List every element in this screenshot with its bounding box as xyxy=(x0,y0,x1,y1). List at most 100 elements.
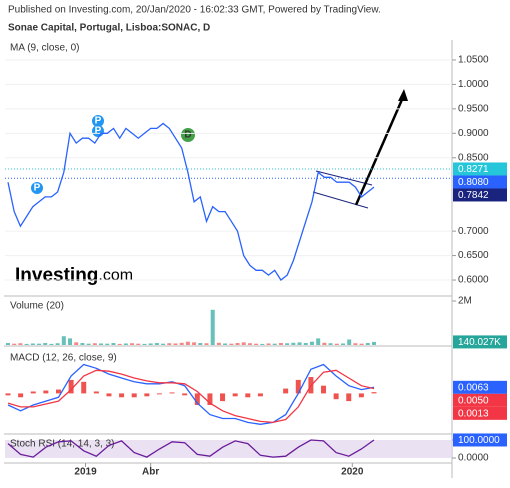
pane-title: Stoch RSI (14, 14, 3, 3) xyxy=(10,439,115,450)
histogram-bar xyxy=(156,393,162,395)
pane-title: MACD (12, 26, close, 9) xyxy=(10,353,117,364)
histogram-bar xyxy=(43,390,49,394)
volume-bar xyxy=(173,343,178,345)
price-label-box xyxy=(453,175,507,189)
volume-bar xyxy=(49,343,54,345)
volume-bar xyxy=(30,343,35,345)
volume-bar xyxy=(167,343,172,345)
volume-bar xyxy=(254,343,259,345)
histogram-bar xyxy=(283,388,289,394)
volume-bar xyxy=(185,341,190,345)
volume-bar xyxy=(117,343,122,345)
histogram-bar xyxy=(220,393,226,402)
volume-bar xyxy=(334,343,339,345)
price-label-box xyxy=(453,380,507,394)
volume-bar xyxy=(260,343,265,345)
histogram-bar xyxy=(257,393,263,397)
volume-bar xyxy=(198,343,203,345)
y-tick-label: 0.8500 xyxy=(458,152,489,163)
price-label-box xyxy=(453,162,507,176)
x-tick-label: 2019 xyxy=(74,467,97,478)
y-tick-label: 2M xyxy=(458,296,472,307)
histogram-bar xyxy=(245,393,251,398)
volume-bar xyxy=(235,343,240,345)
volume-bar xyxy=(223,343,228,345)
volume-bar xyxy=(179,342,184,345)
y-tick-label: 0.0000 xyxy=(458,453,489,464)
histogram-bar xyxy=(321,385,327,394)
histogram-bar xyxy=(81,381,87,394)
volume-bar xyxy=(142,343,147,345)
histogram-bar xyxy=(194,393,200,405)
volume-bar xyxy=(99,343,104,345)
svg-text:P: P xyxy=(95,116,102,127)
svg-text:P: P xyxy=(34,183,41,194)
y-tick-label: 0.6000 xyxy=(458,275,489,286)
pane-title: Volume (20) xyxy=(10,301,64,312)
volume-bar xyxy=(12,343,17,345)
histogram-bar xyxy=(371,392,377,394)
annotations: P P P D xyxy=(31,89,408,209)
histogram-bar xyxy=(106,393,112,397)
price-label: 0.8271 xyxy=(458,164,489,175)
x-tick-label: Abr xyxy=(142,467,159,478)
volume-bar xyxy=(43,343,48,345)
volume-bar xyxy=(111,343,116,345)
volume-bar xyxy=(266,343,271,345)
volume-bar xyxy=(204,343,209,345)
histogram-bar xyxy=(55,389,61,394)
series-line xyxy=(7,369,375,424)
volume-bar xyxy=(6,343,10,345)
price-label-box xyxy=(453,433,507,447)
volume-bar xyxy=(241,342,246,345)
y-tick-label: 0.9000 xyxy=(458,128,489,139)
price-label: 100.0000 xyxy=(458,435,500,446)
volume-bar xyxy=(216,342,221,345)
volume-bar xyxy=(316,338,321,345)
volume-bar xyxy=(229,343,234,345)
volume-bar xyxy=(328,343,333,345)
volume-bar xyxy=(148,343,153,345)
volume-bar xyxy=(278,343,283,345)
volume-bar xyxy=(74,342,79,345)
volume-bar xyxy=(359,343,364,345)
histogram-bar xyxy=(119,393,125,398)
volume-bar xyxy=(37,343,42,345)
x-tick-label: 2020 xyxy=(341,467,364,478)
histogram-bar xyxy=(93,391,99,394)
y-tick-label: 0.7000 xyxy=(458,226,489,237)
svg-text:D: D xyxy=(184,130,191,141)
histogram-bar xyxy=(68,379,74,394)
volume-bar xyxy=(353,343,358,345)
volume-bar xyxy=(297,342,302,345)
price-label: 0.0063 xyxy=(458,382,489,393)
histogram-bar xyxy=(346,393,352,402)
volume-bar xyxy=(322,342,327,345)
volume-bar xyxy=(247,343,252,345)
pane-title: MA (9, close, 0) xyxy=(10,43,79,54)
y-tick-label: 0.9500 xyxy=(458,104,489,115)
histogram-bar xyxy=(333,393,339,400)
symbol: Sonae Capital, Portugal, Lisboa:SONAC, D xyxy=(8,23,210,34)
frame xyxy=(4,40,453,478)
price-label: 0.8080 xyxy=(458,177,489,188)
histogram-bar xyxy=(144,393,150,397)
svg-text:P: P xyxy=(95,126,102,137)
price-label: 0.0050 xyxy=(458,395,489,406)
volume-bar xyxy=(272,343,277,345)
histogram-bar xyxy=(207,393,213,405)
histogram-bar xyxy=(169,392,175,394)
y-tick-label: 0.6500 xyxy=(458,250,489,261)
histogram-bar xyxy=(295,379,301,394)
series-line xyxy=(7,363,375,425)
volume-bar xyxy=(303,343,308,345)
price-label-box xyxy=(453,335,507,349)
volume-bar xyxy=(285,343,290,345)
histogram-bar xyxy=(131,393,137,398)
volume-bar xyxy=(92,343,97,345)
published: Published on Investing.com, 20/Jan/2020 … xyxy=(8,5,381,16)
price-label-box xyxy=(453,406,507,420)
volume-bar xyxy=(136,343,141,345)
